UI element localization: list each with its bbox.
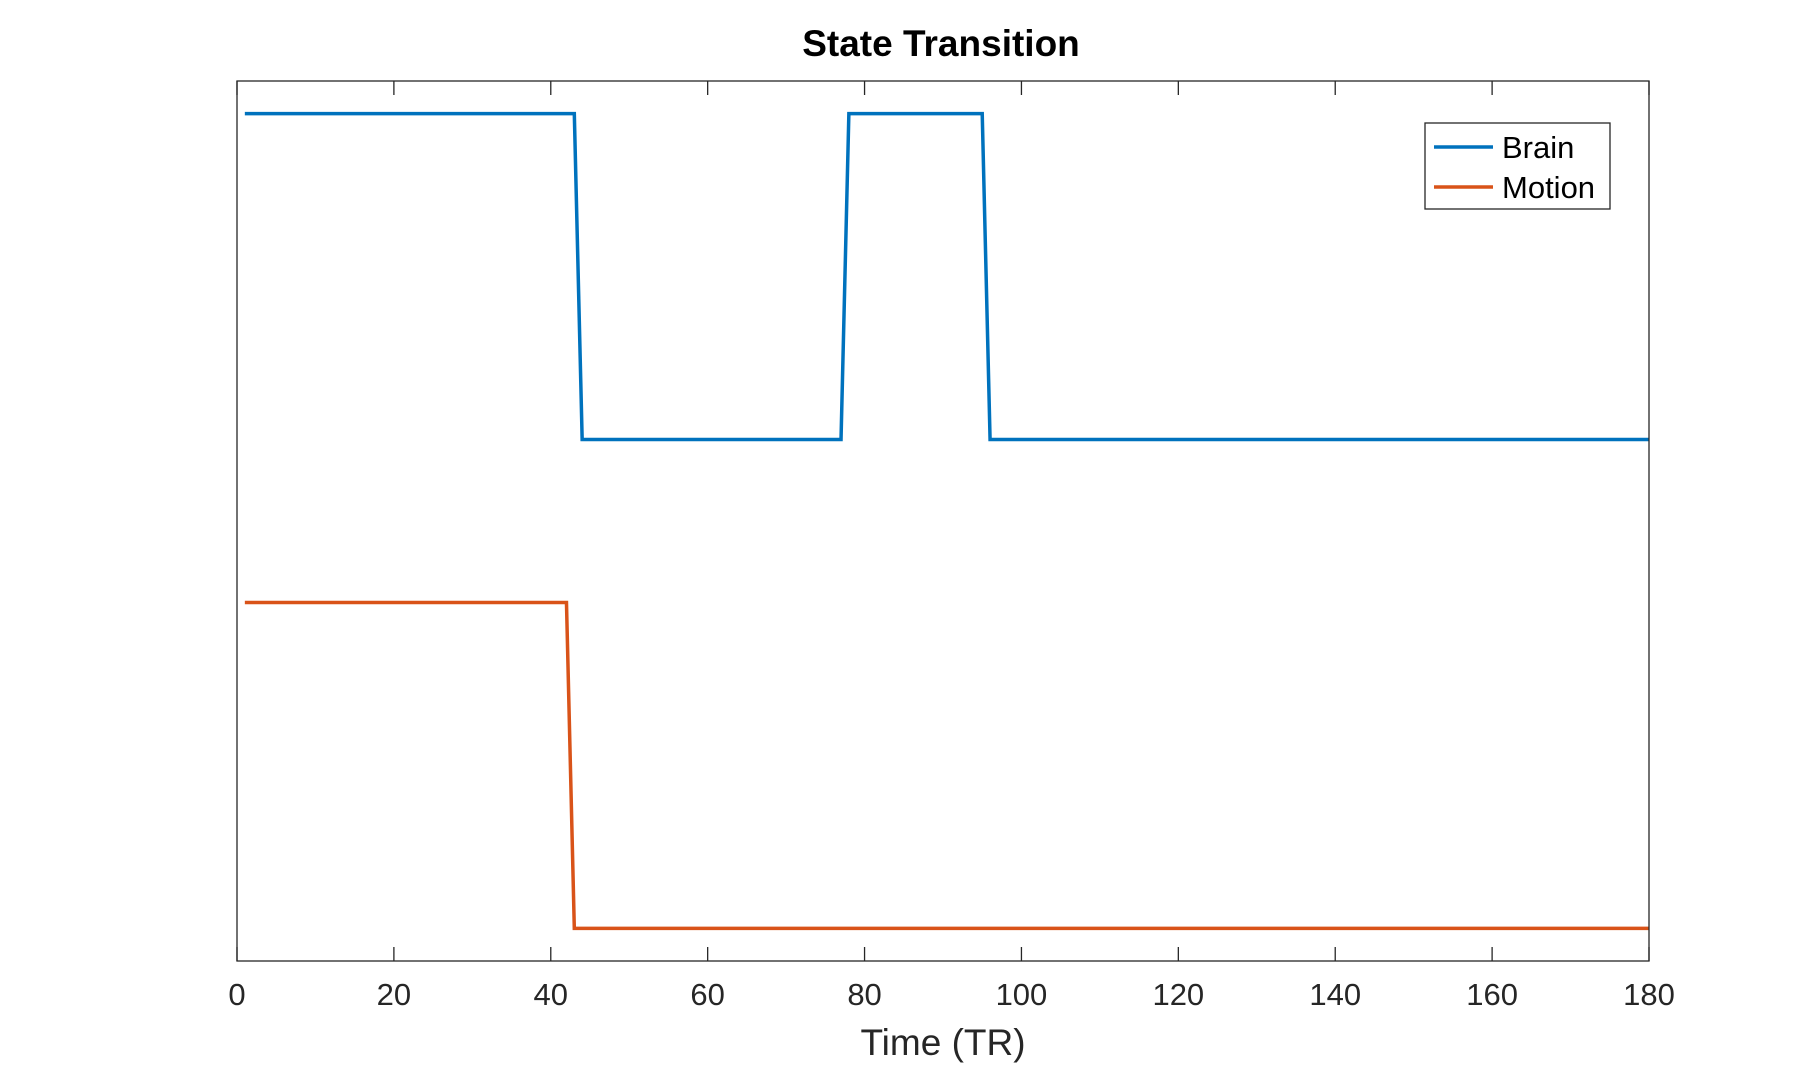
legend-entries: Brain Motion [1434,130,1595,205]
x-tick-label: 100 [996,977,1048,1012]
series-line-motion [244,600,1649,931]
x-tick-label: 40 [534,977,568,1012]
x-tick-label: 160 [1466,977,1518,1012]
legend: Brain Motion [1424,122,1611,210]
legend-label-brain: Brain [1502,130,1574,165]
x-tick-label: 180 [1623,977,1675,1012]
legend-label-motion: Motion [1502,170,1595,205]
x-axis-ticks [236,81,1650,961]
x-axis-tick-labels: 0 20 40 60 80 100 120 140 160 180 [228,977,1674,1012]
x-tick-label: 120 [1152,977,1204,1012]
plot-area [237,81,1649,961]
series-line-brain [244,111,1649,442]
plot-frame [236,80,1650,962]
x-tick-label: 0 [228,977,245,1012]
x-tick-label: 140 [1309,977,1361,1012]
chart-title: State Transition [802,23,1080,64]
x-axis-label: Time (TR) [860,1022,1025,1063]
x-tick-label: 80 [847,977,881,1012]
legend-box [1424,122,1611,210]
x-tick-label: 20 [377,977,411,1012]
x-tick-label: 60 [690,977,724,1012]
series-lines [244,111,1649,931]
